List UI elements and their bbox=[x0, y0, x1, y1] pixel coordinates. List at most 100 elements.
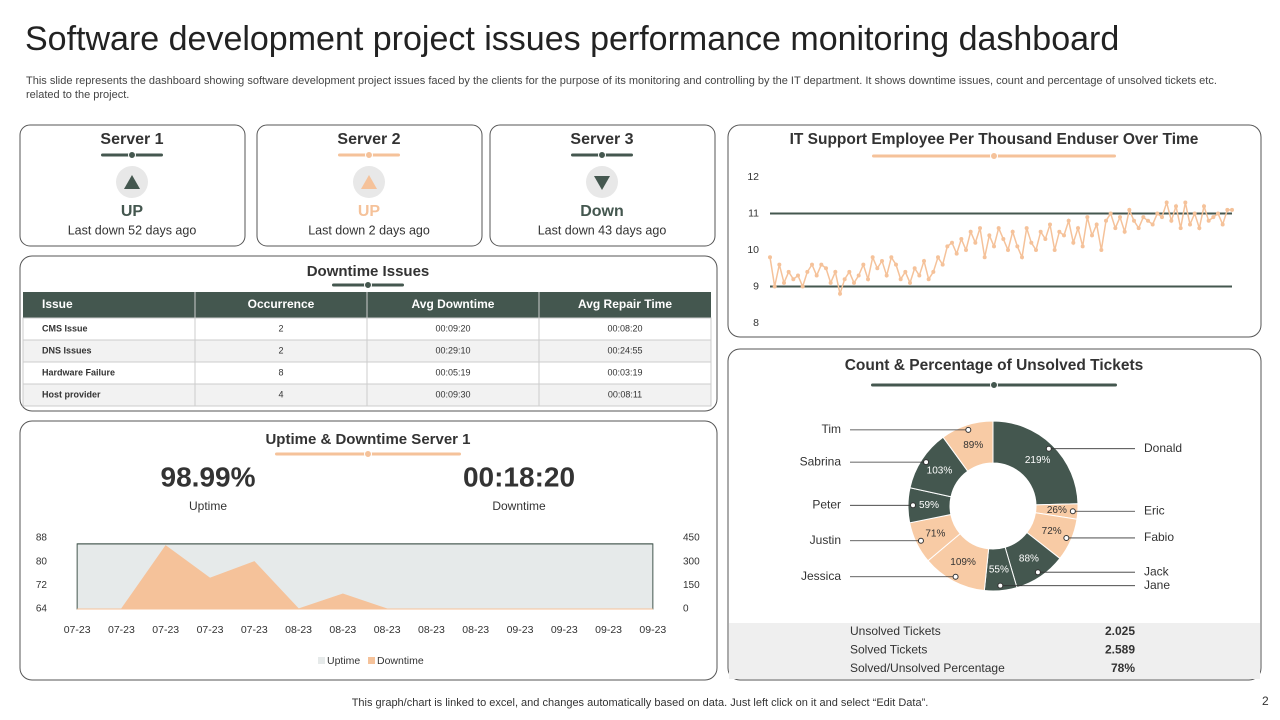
title-underline-dot bbox=[364, 281, 372, 289]
x-tick-label: 07-23 bbox=[152, 624, 179, 636]
slice-label: 55% bbox=[989, 564, 1009, 575]
slice-label: 88% bbox=[1019, 554, 1039, 565]
point bbox=[1076, 226, 1080, 231]
point bbox=[796, 273, 800, 278]
server-name: Server 1 bbox=[100, 131, 163, 148]
leader-dot bbox=[1069, 508, 1076, 515]
footer: This graph/chart is linked to excel, and… bbox=[352, 697, 929, 709]
point bbox=[1211, 215, 1216, 220]
point bbox=[800, 284, 805, 289]
point bbox=[1155, 211, 1160, 216]
point bbox=[861, 262, 866, 267]
server-status: UP bbox=[121, 203, 144, 220]
point bbox=[940, 262, 945, 267]
table-cell: 00:09:20 bbox=[435, 323, 470, 333]
panel-title: Uptime & Downtime Server 1 bbox=[265, 431, 470, 448]
point bbox=[959, 237, 964, 242]
point bbox=[1192, 211, 1197, 216]
table-header-cell: Issue bbox=[42, 297, 73, 311]
y-tick-label: 12 bbox=[747, 171, 759, 183]
subtitle: This slide represents the dashboard show… bbox=[26, 75, 1217, 101]
x-tick-label: 08-23 bbox=[462, 624, 489, 636]
point bbox=[852, 280, 856, 285]
point bbox=[1178, 226, 1183, 231]
table-header-cell: Avg Repair Time bbox=[578, 297, 672, 311]
x-tick-label: 08-23 bbox=[329, 624, 356, 636]
x-tick-label: 07-23 bbox=[197, 624, 224, 636]
point bbox=[898, 277, 903, 282]
table-cell: Host provider bbox=[42, 389, 101, 399]
summary-value: 78% bbox=[1111, 661, 1135, 675]
point bbox=[1146, 218, 1150, 223]
leader-dot bbox=[1063, 534, 1070, 541]
point bbox=[870, 255, 875, 260]
point bbox=[810, 262, 814, 267]
x-tick-label: 07-23 bbox=[241, 624, 268, 636]
donut-panel bbox=[727, 348, 1262, 681]
table-cell: 8 bbox=[278, 367, 283, 377]
stat-value: 00:18:20 bbox=[463, 461, 575, 492]
y-tick-label: 8 bbox=[753, 317, 759, 329]
slice-name: Donald bbox=[1144, 441, 1182, 455]
table-cell: 4 bbox=[278, 389, 283, 399]
point bbox=[889, 255, 894, 260]
point bbox=[894, 262, 898, 267]
table-header-cell: Avg Downtime bbox=[412, 297, 495, 311]
point bbox=[786, 269, 791, 274]
line bbox=[769, 199, 1232, 297]
table-cell: 00:03:19 bbox=[607, 367, 642, 377]
status-icon bbox=[594, 176, 610, 190]
server-last-down: Last down 52 days ago bbox=[68, 223, 197, 237]
leader-dot bbox=[1034, 569, 1041, 576]
point bbox=[1220, 222, 1225, 227]
point bbox=[973, 240, 978, 245]
point bbox=[777, 262, 782, 267]
area bbox=[77, 545, 653, 610]
table-cell: 00:08:11 bbox=[608, 389, 642, 399]
point bbox=[1062, 233, 1066, 238]
table-cell: Hardware Failure bbox=[42, 367, 115, 377]
point bbox=[1113, 226, 1118, 231]
point bbox=[1024, 226, 1029, 231]
x-tick-label: 09-23 bbox=[595, 624, 622, 636]
point bbox=[833, 269, 838, 274]
point bbox=[1150, 222, 1155, 227]
point bbox=[1029, 240, 1034, 245]
point bbox=[856, 273, 861, 278]
summary-label: Unsolved Tickets bbox=[850, 624, 941, 638]
point bbox=[1160, 215, 1164, 220]
point bbox=[1099, 248, 1104, 252]
title-underline-dot bbox=[990, 152, 998, 160]
point bbox=[954, 251, 959, 256]
page-number: 2 bbox=[1262, 694, 1269, 708]
point bbox=[1132, 218, 1136, 223]
slice-name: Peter bbox=[812, 497, 841, 511]
slice-label: 59% bbox=[919, 500, 939, 511]
summary-label: Solved Tickets bbox=[850, 643, 927, 657]
slice-label: 72% bbox=[1042, 526, 1062, 537]
point bbox=[1202, 204, 1206, 209]
point bbox=[968, 229, 973, 234]
point bbox=[1197, 226, 1202, 231]
point bbox=[1080, 244, 1085, 249]
point bbox=[1010, 229, 1015, 234]
donut-slice bbox=[942, 420, 994, 472]
y2-tick-label: 300 bbox=[683, 556, 700, 567]
point bbox=[1020, 255, 1024, 260]
point bbox=[1090, 233, 1094, 238]
point bbox=[1104, 218, 1108, 223]
point bbox=[1034, 248, 1038, 252]
point bbox=[1057, 229, 1062, 234]
status-icon bbox=[361, 175, 377, 189]
y-tick-label: 10 bbox=[747, 244, 759, 256]
point bbox=[926, 277, 931, 282]
leader-dot bbox=[997, 582, 1004, 589]
point bbox=[875, 266, 880, 271]
point bbox=[1066, 218, 1071, 223]
point bbox=[884, 273, 889, 278]
leader-dot bbox=[1045, 445, 1052, 452]
slice-name: Jane bbox=[1144, 578, 1170, 592]
point bbox=[1043, 237, 1048, 242]
x-tick-label: 09-23 bbox=[507, 624, 534, 636]
x-tick-label: 08-23 bbox=[374, 624, 401, 636]
